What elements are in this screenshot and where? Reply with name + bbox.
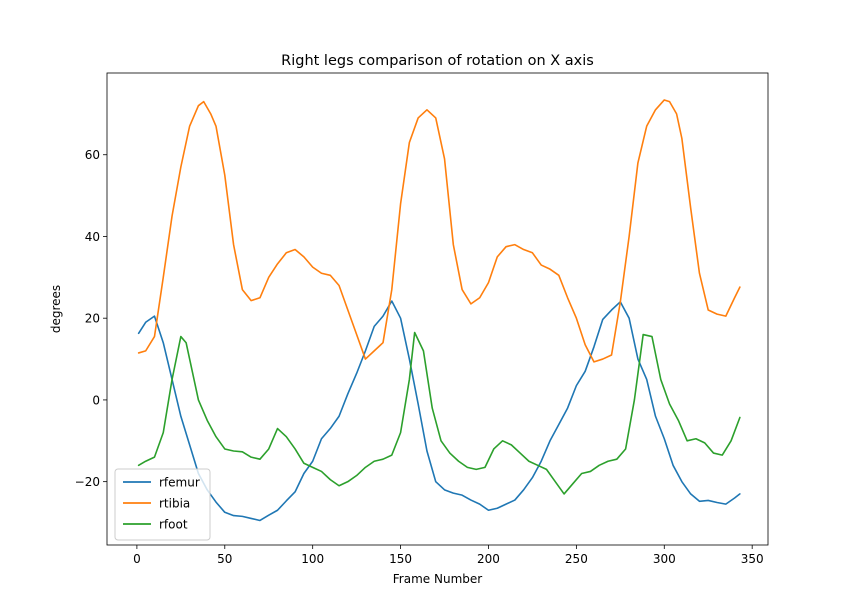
y-tick-label: −20 (75, 475, 100, 489)
series-line-rtibia (137, 99, 741, 363)
y-tick-label: 60 (85, 148, 100, 162)
chart-title: Right legs comparison of rotation on X a… (281, 53, 594, 69)
legend-box (114, 468, 211, 541)
y-tick-label: 0 (92, 393, 100, 407)
y-tick-label: 20 (85, 312, 100, 326)
x-tick-label: 0 (133, 552, 141, 566)
y-axis-label: degrees (49, 285, 63, 333)
x-tick-label: 200 (477, 552, 500, 566)
x-axis-label: Frame Number (393, 572, 482, 586)
legend-label-rtibia: rtibia (159, 497, 190, 511)
y-tick-label: 40 (85, 230, 100, 244)
legend-label-rfoot: rfoot (159, 518, 188, 532)
plot-frame (106, 72, 769, 546)
plot-lines (137, 99, 741, 522)
series-line-rfoot (137, 331, 741, 495)
x-tick-label: 50 (217, 552, 232, 566)
x-axis: 0 50 100 150 200 250 300 350 (133, 545, 764, 566)
legend-label-rfemur: rfemur (159, 476, 200, 490)
x-tick-label: 150 (389, 552, 412, 566)
legend: rfemur rtibia rfoot (114, 468, 211, 541)
x-tick-label: 100 (301, 552, 324, 566)
x-tick-label: 250 (565, 552, 588, 566)
series-line-rfemur (137, 300, 741, 522)
y-axis: −20 0 20 40 60 (75, 148, 107, 489)
x-tick-label: 300 (653, 552, 676, 566)
x-tick-label: 350 (741, 552, 764, 566)
